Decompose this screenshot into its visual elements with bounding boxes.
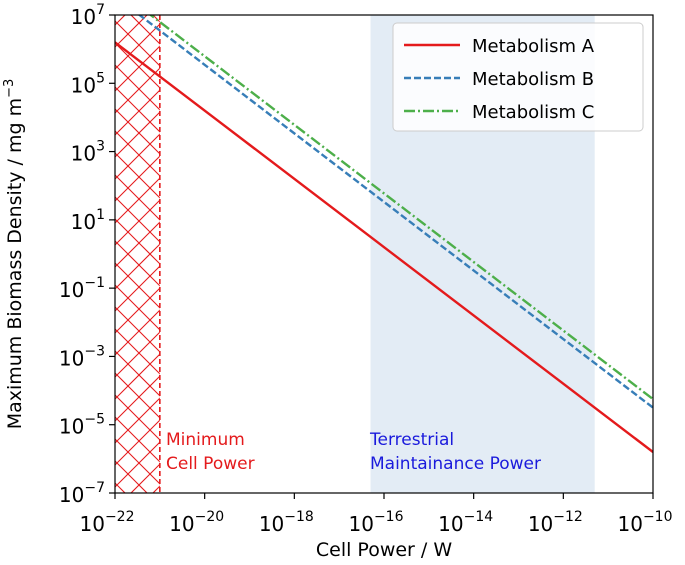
terrestrial-power-label-line-2: Maintainance Power xyxy=(370,454,541,474)
legend-label-metabolism-a: Metabolism A xyxy=(472,36,595,57)
hatch-line xyxy=(649,0,685,503)
y-axis-label-text: Maximum Biomass Density / mg m xyxy=(4,98,26,429)
hatch-line xyxy=(115,416,160,463)
minimum-power-hatch-region xyxy=(115,0,685,525)
terrestrial-power-label-line-1: Terrestrial xyxy=(369,430,454,450)
hatch-line xyxy=(115,67,160,114)
series-line-metabolism-a xyxy=(115,41,653,453)
x-tick-label: 10−22 xyxy=(80,509,135,536)
y-tick-label: 105 xyxy=(71,70,105,97)
series-line-metabolism-c xyxy=(148,15,653,401)
hatch-line xyxy=(115,86,160,133)
hatch-line xyxy=(671,0,685,503)
hatch-line xyxy=(115,199,160,246)
hatch-line xyxy=(115,394,160,441)
hatch-line xyxy=(671,5,685,525)
minimum-power-label-line-1: Minimum xyxy=(166,430,245,450)
x-tick-label: 10−14 xyxy=(438,509,493,536)
hatch-line xyxy=(115,397,160,444)
legend-box xyxy=(392,22,644,132)
y-tick-label: 101 xyxy=(71,207,105,234)
y-tick-label: 10−3 xyxy=(59,343,105,370)
y-tick-label: 10−1 xyxy=(59,275,105,302)
minimum-power-label-line-2: Cell Power xyxy=(166,454,255,474)
hatch-line xyxy=(115,64,160,111)
hatch-line xyxy=(115,111,160,158)
hatch-line xyxy=(115,375,160,422)
x-axis-label: Cell Power / W xyxy=(316,539,452,561)
x-tick-label: 10−12 xyxy=(528,509,583,536)
x-tick-label: 10−18 xyxy=(259,509,314,536)
hatch-line xyxy=(649,5,685,525)
legend-label-metabolism-c: Metabolism C xyxy=(472,102,594,123)
y-tick-label: 107 xyxy=(71,2,105,29)
legend-label-metabolism-b: Metabolism B xyxy=(472,69,594,90)
x-tick-label: 10−20 xyxy=(169,509,224,536)
y-axis-label: Maximum Biomass Density / mg m−3 xyxy=(2,79,26,430)
x-axis-ticks: 10−22 10−20 10−18 10−16 10−14 10−12 10−10 xyxy=(80,493,673,536)
y-tick-label: 10−7 xyxy=(59,480,105,507)
hatch-line xyxy=(115,177,160,224)
x-tick-label: 10−10 xyxy=(618,509,673,536)
y-axis-ticks: 107 105 103 101 10−1 10−3 10−5 10−7 xyxy=(59,2,115,507)
hatch-line xyxy=(115,133,160,180)
hatch-line xyxy=(115,89,160,136)
series-line-metabolism-b xyxy=(137,15,653,409)
y-tick-label: 103 xyxy=(71,139,105,166)
x-tick-label: 10−16 xyxy=(349,509,404,536)
y-axis-label-exponent: −3 xyxy=(2,79,17,98)
y-tick-label: 10−5 xyxy=(59,412,105,439)
hatch-line xyxy=(115,45,160,92)
hatch-line xyxy=(115,155,160,202)
legend: Metabolism A Metabolism B Metabolism C xyxy=(392,22,644,132)
